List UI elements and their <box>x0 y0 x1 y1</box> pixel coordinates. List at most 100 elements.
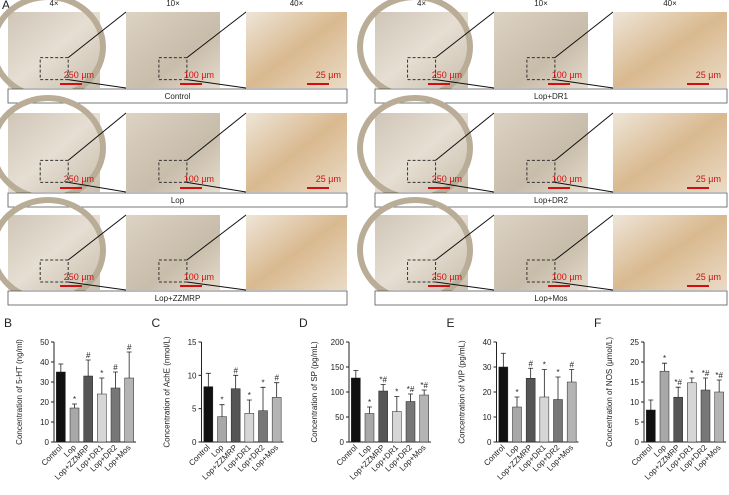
error-bar <box>421 389 427 395</box>
significance-mark: * <box>543 361 546 370</box>
y-tick-label: 40 <box>483 338 492 347</box>
scale-bar-label: 25 µm <box>316 174 341 184</box>
significance-mark: *# <box>420 381 428 390</box>
error-bar <box>219 404 225 417</box>
bar <box>364 413 375 443</box>
zoom-line <box>67 112 127 161</box>
error-bar <box>113 371 118 388</box>
error-bar <box>72 403 77 408</box>
error-bar <box>500 352 506 367</box>
y-tick-label: 15 <box>630 378 639 387</box>
scale-bar-label: 25 µm <box>316 70 341 80</box>
y-tick-label: 0 <box>487 438 492 447</box>
micrograph <box>246 215 347 290</box>
error-bar <box>703 377 708 390</box>
error-bar <box>408 393 413 402</box>
bar <box>419 394 429 443</box>
scale-bar-label: 25 µm <box>696 70 721 80</box>
micrograph <box>8 113 100 192</box>
bar <box>646 409 656 443</box>
y-tick-label: 50 <box>40 338 49 347</box>
panel-label: C <box>152 316 161 330</box>
significance-mark: *# <box>379 376 387 385</box>
y-tick-label: 30 <box>40 378 49 387</box>
bar <box>553 399 563 443</box>
error-bar <box>648 399 654 410</box>
micrograph <box>126 12 220 88</box>
bar <box>97 393 107 443</box>
scale-bar-label: 100 µm <box>552 70 582 80</box>
zoom-line <box>186 214 247 261</box>
error-bar <box>675 386 681 398</box>
error-bar <box>514 396 520 407</box>
error-bar <box>569 369 575 382</box>
zoom-line <box>554 181 614 193</box>
y-tick-label: 200 <box>331 338 345 347</box>
significance-mark: * <box>690 369 693 378</box>
bar <box>258 410 268 443</box>
significance-mark: * <box>368 398 371 407</box>
micrograph <box>613 113 727 192</box>
zoom-line <box>554 11 614 58</box>
y-tick-label: 25 <box>630 338 639 347</box>
y-tick-label: 0 <box>192 438 197 447</box>
significance-mark: # <box>233 366 238 375</box>
bar <box>512 406 522 443</box>
bar <box>203 386 214 443</box>
y-tick-label: 5 <box>192 405 197 414</box>
zoom-line <box>68 281 127 291</box>
scale-bar-label: 25 µm <box>696 174 721 184</box>
bar <box>539 396 550 443</box>
micrograph <box>494 113 588 192</box>
magnification-label: 40× <box>290 0 304 8</box>
micrograph <box>494 12 588 88</box>
significance-mark: * <box>556 368 559 377</box>
zoom-line <box>435 79 495 89</box>
bar <box>83 375 93 443</box>
micrograph <box>246 12 347 88</box>
group-label-box <box>374 192 728 208</box>
group-label: Lop+Mos <box>534 294 567 303</box>
y-tick-label: 50 <box>335 413 344 422</box>
zoom-line <box>554 214 614 261</box>
significance-mark: * <box>220 396 223 405</box>
bar <box>392 411 402 443</box>
micrograph <box>126 113 220 192</box>
y-tick-label: 20 <box>40 398 49 407</box>
zoom-line <box>554 281 614 291</box>
micrograph <box>246 113 347 192</box>
magnification-label: 40× <box>663 0 677 8</box>
error-bar <box>528 367 534 379</box>
bar <box>110 387 121 443</box>
significance-mark: # <box>528 359 533 368</box>
bar <box>673 396 683 443</box>
scale-bar-label: 100 µm <box>552 174 582 184</box>
error-bar <box>58 363 64 372</box>
panel-label: A <box>2 0 10 12</box>
scale-bar-label: 100 µm <box>552 272 582 282</box>
x-tick-label: Control <box>630 443 655 468</box>
y-axis-label: Concentration of SP (pg/mL) <box>310 341 319 443</box>
error-bar <box>689 377 695 383</box>
y-axis-label: Concentration of 5-HT (ng/ml) <box>15 339 24 445</box>
micrograph <box>613 12 727 88</box>
y-tick-label: 10 <box>630 398 639 407</box>
scale-bar-label: 25 µm <box>696 272 721 282</box>
bar <box>217 416 227 443</box>
scale-bar-label: 100 µm <box>184 272 214 282</box>
zoom-line <box>554 112 614 161</box>
group-label: Lop+DR1 <box>534 92 569 101</box>
group-label-box <box>374 290 728 306</box>
y-tick-label: 0 <box>45 438 50 447</box>
y-tick-label: 0 <box>340 438 345 447</box>
micrograph <box>8 215 100 290</box>
magnification-label: 4× <box>417 0 426 8</box>
bar <box>56 371 66 443</box>
error-bar <box>126 351 132 378</box>
significance-mark: # <box>113 363 118 372</box>
scale-bar-label: 250 µm <box>64 272 94 282</box>
error-bar <box>716 379 722 392</box>
zoom-line <box>435 214 495 261</box>
error-bar <box>662 362 667 372</box>
